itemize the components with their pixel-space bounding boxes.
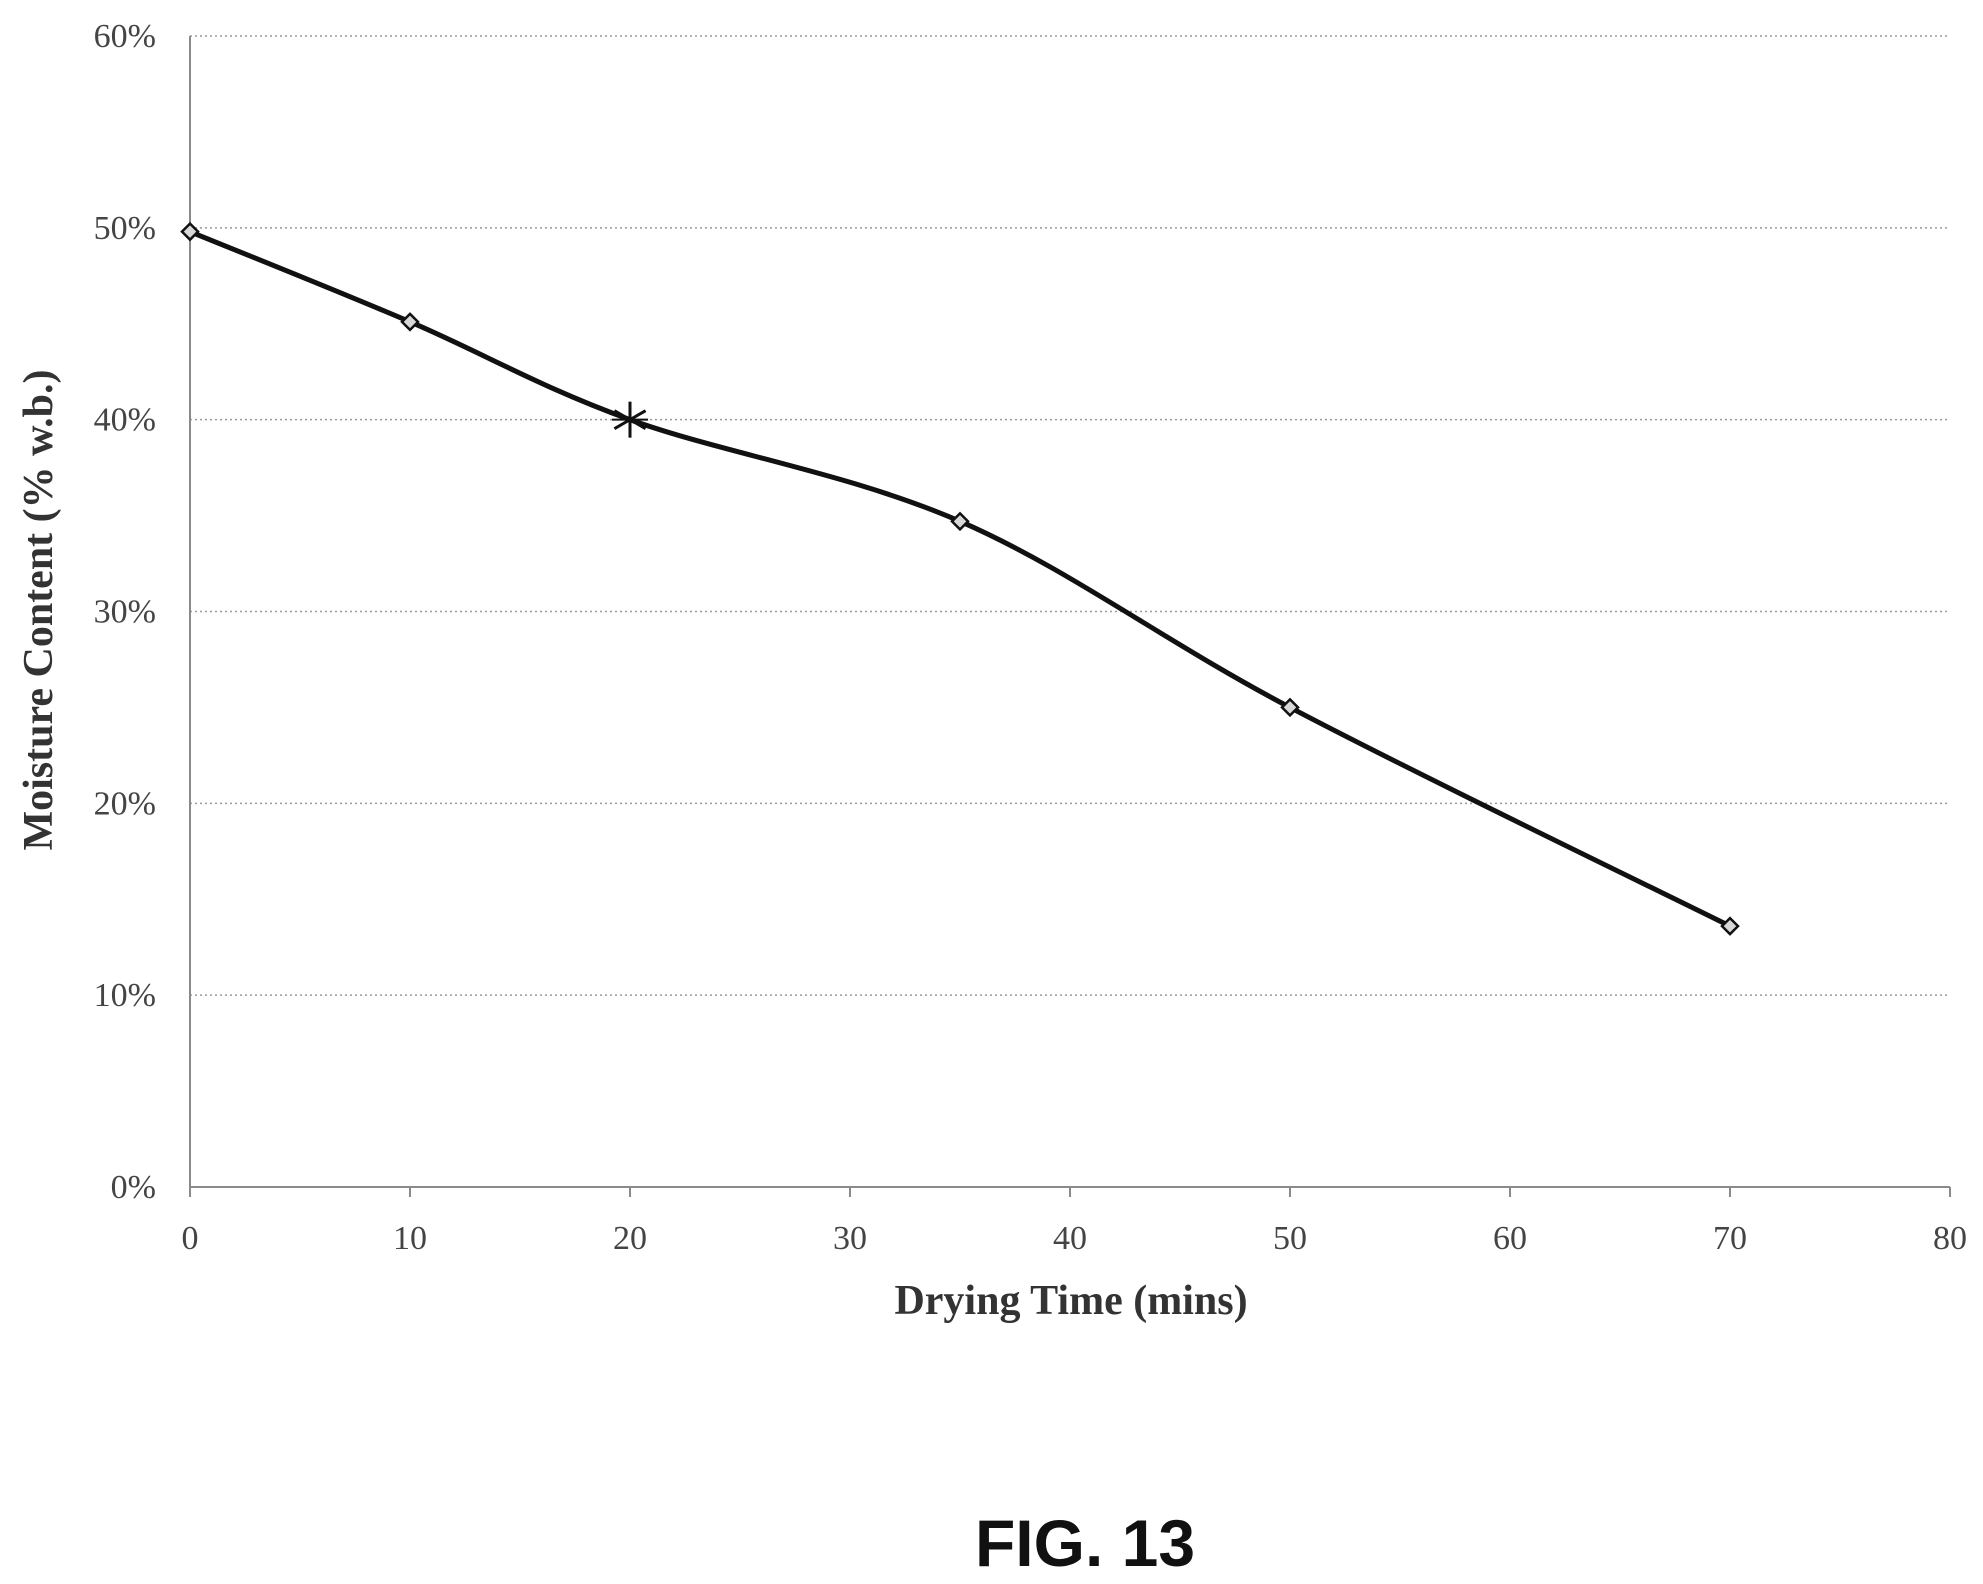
x-tick-label-10: 10	[393, 1220, 427, 1257]
data-point-35	[950, 511, 970, 532]
x-tick-label-20: 20	[613, 1220, 647, 1257]
x-tick-label-80: 80	[1933, 1220, 1967, 1257]
axes	[189, 36, 1951, 1197]
tick-labels: 0% 10% 20% 30% 40% 50% 60% 0 10 20 30 40 50 60 70 80	[94, 18, 1967, 1257]
data-point-20	[612, 401, 648, 438]
data-points	[180, 221, 1740, 936]
y-tick-label-60: 60%	[94, 18, 156, 55]
data-point-0	[180, 221, 200, 242]
data-point-70	[1720, 916, 1740, 936]
series-path-0	[187, 229, 1733, 929]
y-tick-label-30: 30%	[94, 594, 156, 631]
x-tick-label-40: 40	[1053, 1220, 1087, 1257]
grid-lines	[190, 35, 1950, 996]
y-tick-label-40: 40%	[94, 402, 156, 439]
x-tick-label-50: 50	[1273, 1220, 1307, 1257]
x-axis-title: Drying Time (mins)	[894, 1278, 1247, 1324]
data-point-50	[1280, 697, 1300, 718]
y-tick-label-0: 0%	[111, 1169, 156, 1206]
x-tick-label-30: 30	[833, 1220, 867, 1257]
x-tick-label-0: 0	[182, 1220, 199, 1257]
x-tick-label-70: 70	[1713, 1220, 1747, 1257]
y-tick-label-50: 50%	[94, 210, 156, 247]
data-point-10	[400, 312, 420, 332]
figure-label: FIG. 13	[974, 1506, 1196, 1580]
series-line	[187, 229, 1733, 929]
y-axis-title: Moisture Content (% w.b.)	[16, 369, 62, 850]
y-tick-label-10: 10%	[94, 977, 156, 1014]
x-tick-label-60: 60	[1493, 1220, 1527, 1257]
y-tick-label-20: 20%	[94, 785, 156, 822]
